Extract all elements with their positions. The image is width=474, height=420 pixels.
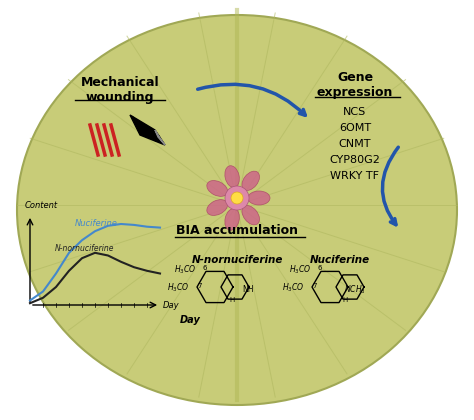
Text: NCS: NCS bbox=[343, 107, 366, 117]
Text: WRKY TF: WRKY TF bbox=[330, 171, 380, 181]
Text: Nuciferine: Nuciferine bbox=[310, 255, 370, 265]
Text: $NCH_3$: $NCH_3$ bbox=[344, 283, 366, 296]
Text: NH: NH bbox=[242, 285, 254, 294]
Text: N-nornuciferine: N-nornuciferine bbox=[55, 244, 115, 253]
Text: Day: Day bbox=[163, 300, 180, 310]
Text: Day: Day bbox=[180, 315, 201, 325]
Ellipse shape bbox=[242, 205, 259, 225]
Text: N-nornuciferine: N-nornuciferine bbox=[191, 255, 283, 265]
Text: $H_3CO$: $H_3CO$ bbox=[174, 263, 196, 276]
Text: Mechanical
wounding: Mechanical wounding bbox=[81, 76, 159, 104]
Polygon shape bbox=[155, 130, 165, 145]
Polygon shape bbox=[130, 115, 165, 145]
Text: H: H bbox=[342, 297, 347, 303]
Text: 7: 7 bbox=[313, 283, 317, 289]
Ellipse shape bbox=[207, 200, 228, 215]
Text: 6OMT: 6OMT bbox=[339, 123, 371, 133]
Text: $H_3CO$: $H_3CO$ bbox=[289, 263, 311, 276]
Text: 6: 6 bbox=[318, 265, 322, 271]
Text: Nuciferine: Nuciferine bbox=[75, 219, 118, 228]
Ellipse shape bbox=[225, 166, 239, 187]
Text: BIA accumulation: BIA accumulation bbox=[176, 223, 298, 236]
Text: 6: 6 bbox=[203, 265, 207, 271]
Circle shape bbox=[225, 186, 249, 210]
Text: 7: 7 bbox=[198, 283, 202, 289]
Ellipse shape bbox=[248, 191, 270, 205]
Text: CNMT: CNMT bbox=[339, 139, 371, 149]
Circle shape bbox=[231, 192, 243, 204]
Text: $H_3CO$: $H_3CO$ bbox=[282, 281, 304, 294]
Text: $H_3CO$: $H_3CO$ bbox=[167, 281, 189, 294]
Ellipse shape bbox=[225, 209, 239, 230]
Text: Content: Content bbox=[25, 201, 58, 210]
Ellipse shape bbox=[207, 181, 228, 197]
Text: CYP80G2: CYP80G2 bbox=[329, 155, 381, 165]
Text: Gene
expression: Gene expression bbox=[317, 71, 393, 99]
Text: H: H bbox=[229, 297, 235, 303]
Ellipse shape bbox=[17, 15, 457, 405]
Ellipse shape bbox=[242, 171, 259, 190]
